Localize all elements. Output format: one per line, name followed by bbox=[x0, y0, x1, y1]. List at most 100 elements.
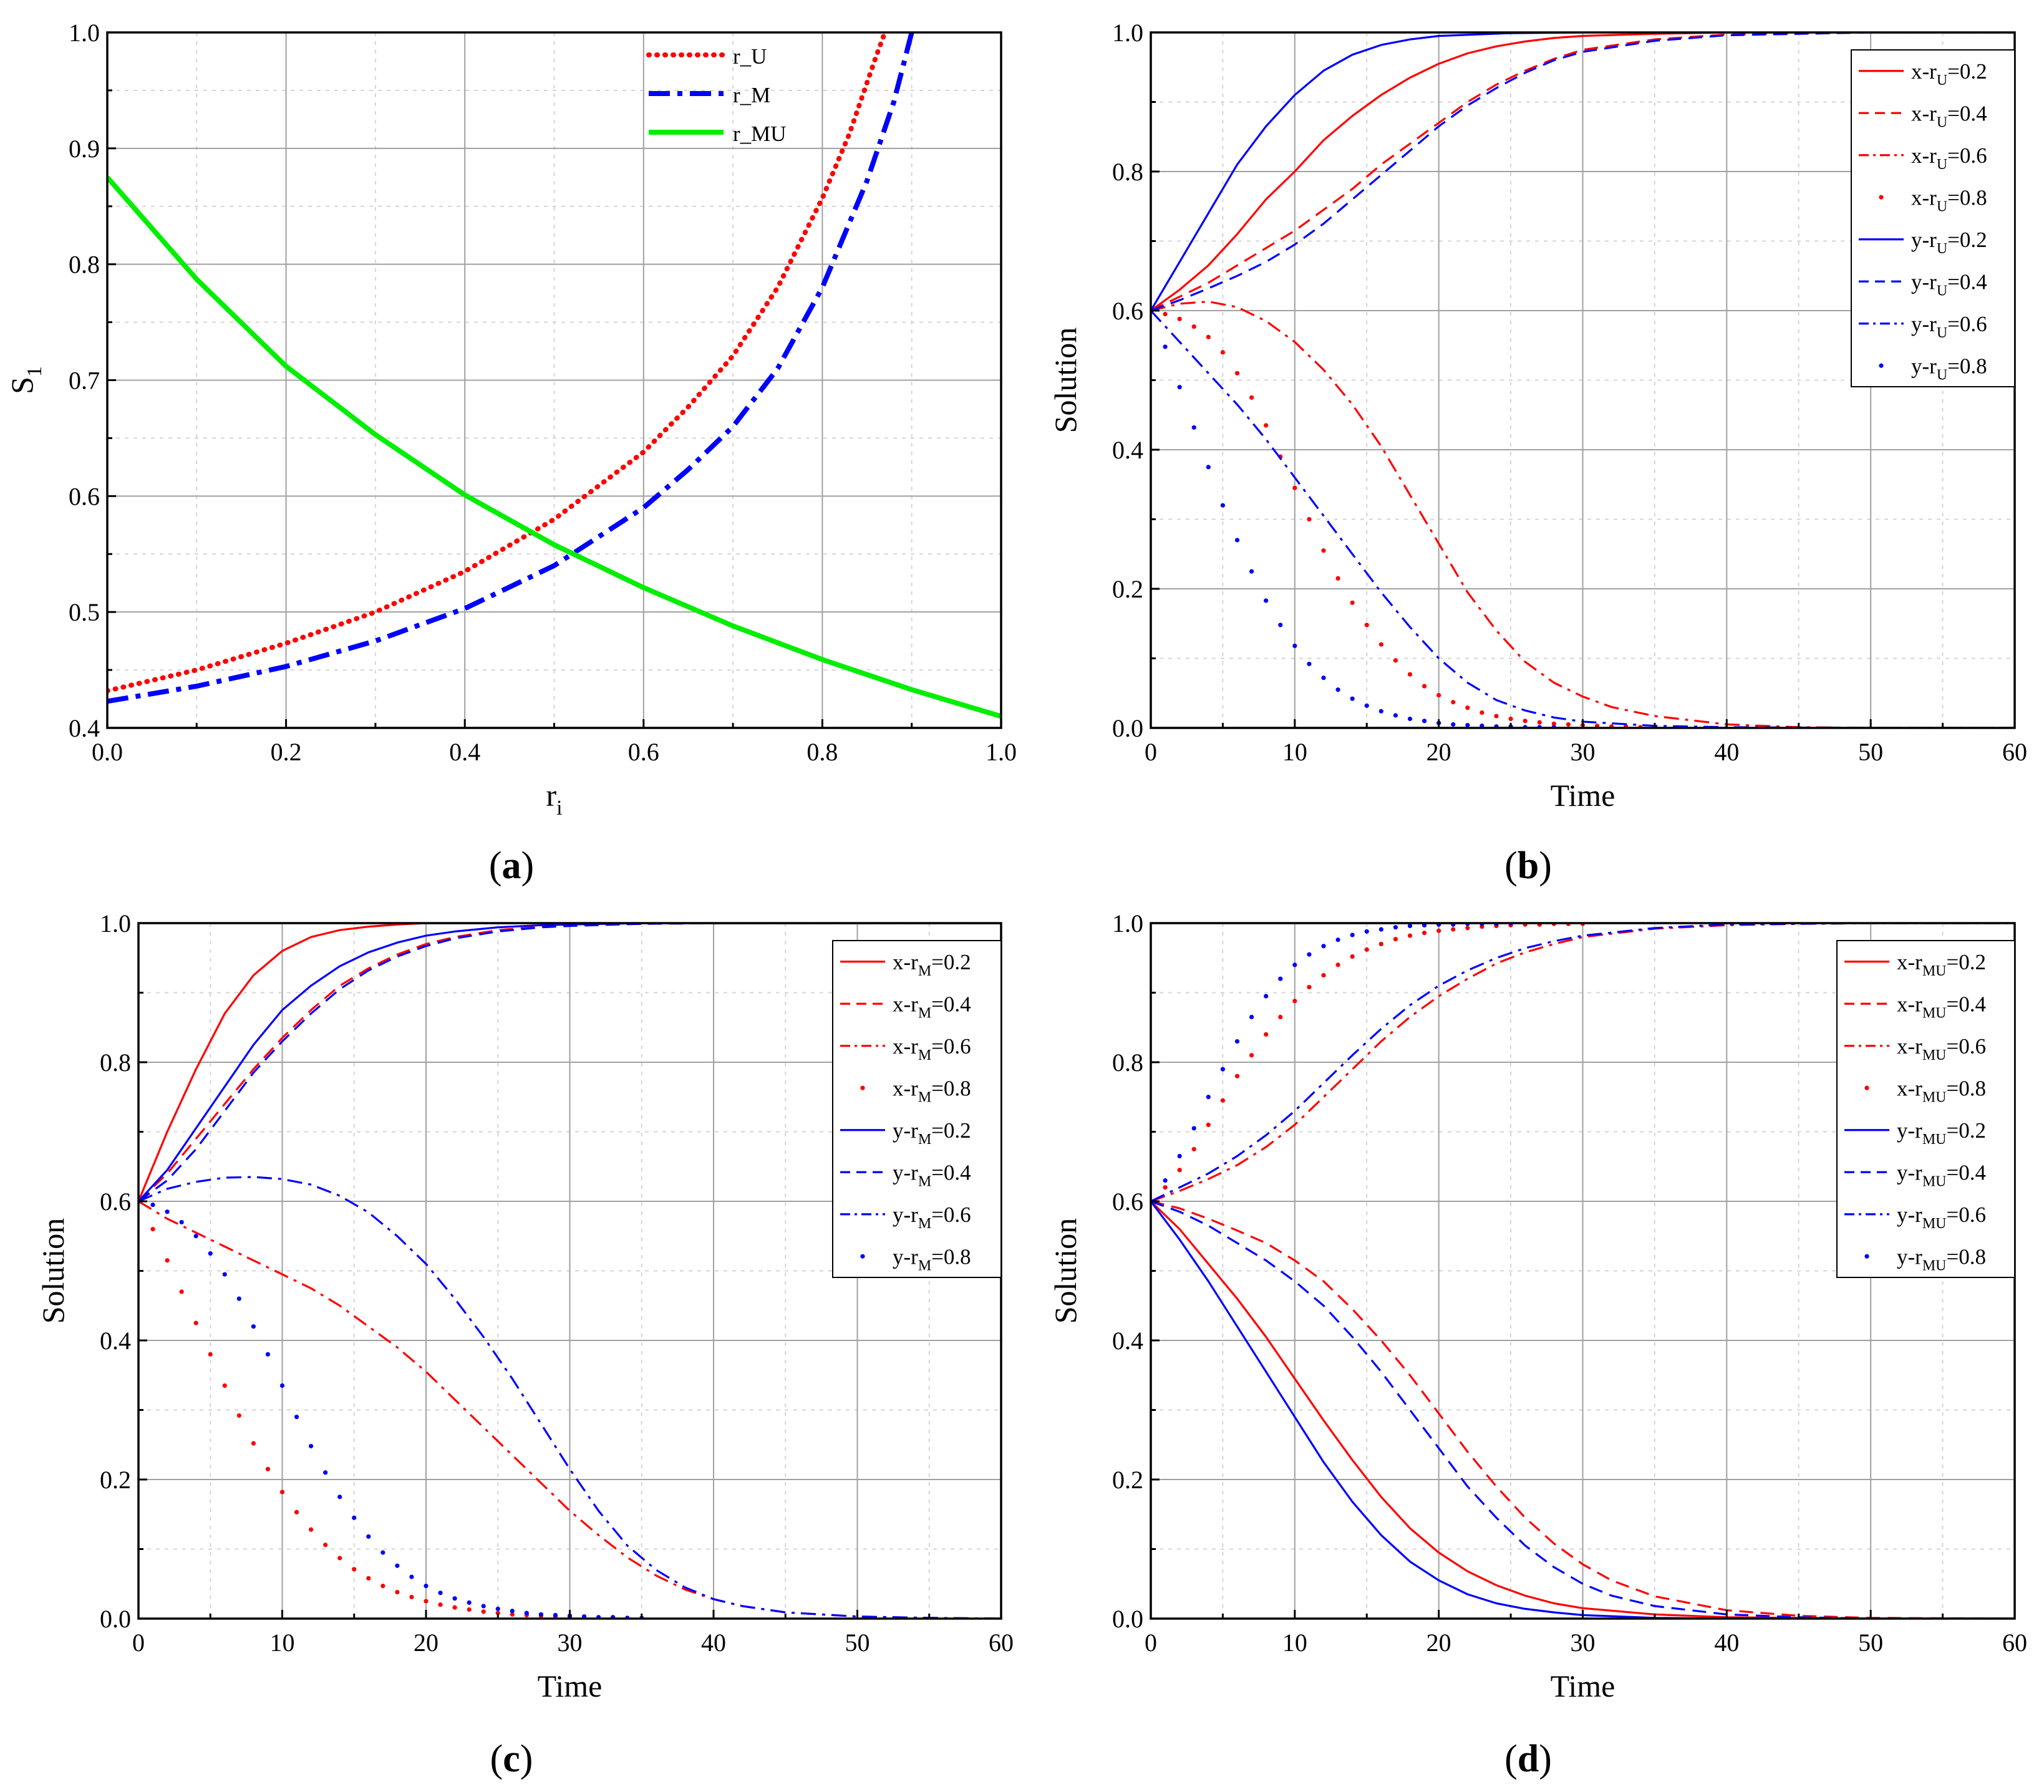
data-point bbox=[1264, 598, 1269, 603]
x-tick-label: 40 bbox=[1714, 738, 1739, 766]
data-point bbox=[337, 1494, 342, 1499]
data-point bbox=[1307, 516, 1312, 522]
legend-label: r_M bbox=[733, 83, 770, 107]
y-tick-label: 0.4 bbox=[1112, 436, 1143, 464]
data-point bbox=[409, 1594, 414, 1600]
y-tick-label: 1.0 bbox=[69, 19, 100, 47]
data-point bbox=[495, 1610, 500, 1615]
data-point bbox=[1163, 344, 1168, 349]
data-point bbox=[352, 1567, 357, 1572]
x-tick-label: 20 bbox=[1426, 1629, 1451, 1657]
series-group bbox=[107, 32, 1001, 719]
data-point bbox=[251, 1324, 256, 1329]
data-point bbox=[352, 1515, 357, 1520]
data-point bbox=[1465, 926, 1470, 931]
y-tick-label: 0.2 bbox=[1112, 575, 1143, 603]
data-point bbox=[1163, 1178, 1168, 1183]
x-tick-label: 10 bbox=[1282, 738, 1307, 766]
data-point bbox=[1278, 622, 1283, 627]
data-point bbox=[1278, 1014, 1283, 1020]
data-point bbox=[1422, 719, 1427, 724]
legend: x-rMU=0.2x-rMU=0.4x-rMU=0.6x-rMU=0.8y-rM… bbox=[1836, 940, 2015, 1278]
x-tick-label: 1.0 bbox=[986, 738, 1017, 766]
x-tick-label: 0.2 bbox=[271, 738, 302, 766]
data-point bbox=[208, 1352, 213, 1357]
data-point bbox=[1321, 944, 1326, 949]
data-point bbox=[1191, 425, 1196, 430]
data-point bbox=[265, 1352, 271, 1357]
y-tick-label: 0.7 bbox=[69, 367, 100, 395]
data-point bbox=[1364, 929, 1369, 934]
series-y-rU-0.8 bbox=[1151, 308, 1556, 728]
data-point bbox=[279, 1489, 285, 1494]
data-point bbox=[1465, 705, 1470, 710]
data-point bbox=[409, 1574, 414, 1579]
y-tick-label: 0.4 bbox=[1112, 1327, 1143, 1355]
series-line-r-M bbox=[107, 32, 914, 704]
data-point bbox=[553, 1612, 558, 1618]
data-point bbox=[1249, 1014, 1254, 1020]
series-y-rMU-0.8 bbox=[1151, 923, 1513, 1204]
y-tick-label: 0.6 bbox=[100, 1188, 131, 1216]
data-point bbox=[279, 1383, 285, 1388]
y-tick-label: 0.0 bbox=[1112, 714, 1143, 742]
data-point bbox=[1307, 952, 1312, 957]
data-point bbox=[236, 1296, 241, 1301]
data-point bbox=[1480, 710, 1485, 715]
series-line-x-rU-0.2 bbox=[1151, 32, 2015, 312]
data-point bbox=[1451, 700, 1456, 705]
data-point bbox=[294, 1415, 299, 1420]
data-point bbox=[510, 1612, 515, 1617]
data-point bbox=[323, 1470, 328, 1475]
data-point bbox=[309, 1443, 314, 1449]
data-point bbox=[1234, 1039, 1240, 1044]
legend-box bbox=[832, 940, 1002, 1278]
legend: x-rM=0.2x-rM=0.4x-rM=0.6x-rM=0.8y-rM=0.2… bbox=[832, 940, 1002, 1278]
data-point bbox=[1407, 933, 1413, 938]
data-point bbox=[481, 1604, 486, 1609]
data-point bbox=[294, 1509, 299, 1515]
data-point bbox=[395, 1563, 400, 1568]
data-point bbox=[165, 1258, 170, 1263]
data-point bbox=[1307, 984, 1312, 990]
x-tick-label: 60 bbox=[2002, 738, 2027, 766]
data-point bbox=[1393, 658, 1398, 663]
series-line-x-rMU-0.4 bbox=[1151, 1200, 2015, 1619]
x-tick-label: 0.0 bbox=[92, 738, 123, 766]
data-point bbox=[1537, 720, 1542, 725]
x-tick-label: 50 bbox=[845, 1629, 870, 1657]
legend-swatch bbox=[1864, 1085, 1869, 1090]
data-point bbox=[1220, 350, 1226, 355]
series-y-rM-0.8 bbox=[138, 1199, 644, 1619]
data-point bbox=[1335, 687, 1340, 692]
data-point bbox=[1321, 548, 1326, 553]
data-point bbox=[1321, 676, 1326, 680]
data-point bbox=[1206, 334, 1211, 339]
x-tick-label: 50 bbox=[1858, 1629, 1883, 1657]
legend-label: r_U bbox=[733, 44, 767, 69]
data-point bbox=[1393, 925, 1398, 930]
data-point bbox=[467, 1607, 472, 1612]
data-point bbox=[495, 1606, 500, 1611]
data-point bbox=[452, 1605, 457, 1610]
legend-swatch bbox=[1879, 363, 1884, 368]
data-point bbox=[1177, 1153, 1182, 1159]
data-point bbox=[1350, 696, 1355, 701]
x-tick-label: 20 bbox=[414, 1629, 438, 1657]
data-point bbox=[1451, 722, 1456, 727]
data-point bbox=[438, 1602, 443, 1607]
data-point bbox=[251, 1441, 256, 1446]
chart-panel-c: 0 10 20 30 40 50 60 0.0 0.2 0.4 0.6 0.8 1.0 Time Solut… bbox=[36, 909, 1014, 1780]
series-group bbox=[138, 923, 1001, 1619]
data-point bbox=[395, 1590, 400, 1595]
data-point bbox=[1378, 927, 1383, 932]
data-point bbox=[1177, 316, 1182, 321]
data-point bbox=[222, 1272, 227, 1277]
x-axis-title: Time bbox=[538, 1668, 603, 1703]
y-tick-label: 0.5 bbox=[69, 598, 100, 626]
y-axis-title: Solution bbox=[1048, 327, 1083, 433]
data-point bbox=[1220, 1098, 1226, 1103]
data-point bbox=[193, 1320, 198, 1325]
x-tick-label: 40 bbox=[1714, 1629, 1739, 1657]
